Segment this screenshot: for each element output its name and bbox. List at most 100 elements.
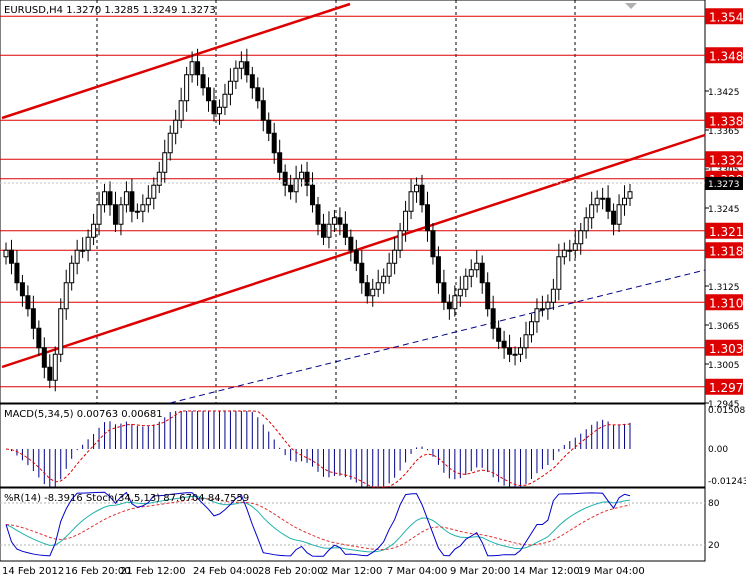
candle <box>518 337 524 363</box>
macd-histogram <box>10 411 631 487</box>
candle <box>550 278 556 311</box>
price-tick-label: 1.2945 <box>708 400 740 410</box>
candle <box>392 237 398 275</box>
candle <box>364 274 370 304</box>
candle <box>468 259 474 288</box>
candle <box>397 222 403 259</box>
candle <box>556 243 562 301</box>
candle <box>507 334 513 363</box>
candle <box>41 337 47 379</box>
current-price-label: 1.3273 <box>708 180 740 190</box>
candle <box>216 99 222 125</box>
oscillator-axis: 80 20 <box>708 499 720 551</box>
candle <box>96 191 102 236</box>
level-tag <box>705 378 743 395</box>
candle <box>195 48 201 86</box>
candle <box>200 66 206 96</box>
candle <box>375 269 381 298</box>
candle <box>189 51 195 83</box>
candle <box>102 183 108 213</box>
candle <box>310 172 316 213</box>
candle <box>167 125 173 161</box>
candle <box>320 213 326 246</box>
candle <box>496 320 502 350</box>
lower-channel-line <box>1 133 706 369</box>
williams-r-line <box>5 491 631 557</box>
candle <box>178 87 184 129</box>
candle <box>408 178 414 220</box>
candle <box>63 269 69 320</box>
level-tag <box>705 242 743 259</box>
candle <box>156 161 162 194</box>
candle <box>8 239 14 275</box>
collapse-arrow-icon[interactable] <box>625 3 637 9</box>
time-tick-label: 2 Mar 12:00 <box>322 566 382 577</box>
candle <box>162 139 168 184</box>
time-tick-label: 14 Feb 2012 <box>2 566 64 577</box>
time-tick-label: 19 Mar 04:00 <box>578 566 645 577</box>
stoch-signal-line <box>5 498 631 551</box>
level-tag <box>705 339 743 356</box>
candle <box>3 242 9 265</box>
candle <box>452 285 458 317</box>
macd-panel <box>0 403 706 488</box>
candle <box>107 181 113 216</box>
time-tick-label: 24 Feb 04:00 <box>193 566 259 577</box>
candle <box>370 278 376 307</box>
candle <box>184 66 190 112</box>
candle <box>36 320 42 356</box>
candle <box>331 209 337 233</box>
candle <box>255 77 261 109</box>
osc-tick-label: 80 <box>708 499 720 509</box>
candle <box>238 51 244 80</box>
candle <box>567 239 573 262</box>
candle <box>315 196 321 236</box>
candle <box>47 354 53 389</box>
candle <box>446 294 452 320</box>
candle <box>129 178 135 223</box>
price-panel <box>0 0 706 404</box>
macd-axis: 0.01508 0.00 -0.01243 <box>708 406 746 487</box>
level-label: 1.297 <box>709 381 743 395</box>
candle <box>14 250 20 291</box>
candle <box>58 298 64 363</box>
price-tick-label: 1.3125 <box>708 283 740 293</box>
time-tick-label: 14 Mar 12:00 <box>513 566 580 577</box>
candle <box>419 174 425 213</box>
candle <box>616 194 622 233</box>
candle <box>589 191 595 229</box>
candle <box>145 185 151 213</box>
level-tag <box>705 112 743 129</box>
candle <box>260 87 266 132</box>
time-tick-label: 16 Feb 20:00 <box>65 566 131 577</box>
time-tick-label: 9 Mar 20:00 <box>450 566 510 577</box>
candle <box>403 200 409 242</box>
candle <box>118 196 124 236</box>
ohlc-header: EURUSD,H4 1.3270 1.3285 1.3249 1.3273 <box>4 5 216 16</box>
level-label: 1.321 <box>709 225 743 239</box>
candle <box>69 255 75 291</box>
candle <box>271 122 277 164</box>
candle <box>173 109 179 145</box>
candle <box>80 237 86 259</box>
candle <box>52 346 58 392</box>
candle <box>605 185 611 220</box>
level-label: 1.310 <box>709 296 743 310</box>
candle <box>353 239 359 272</box>
candle <box>386 252 392 285</box>
candle <box>485 272 491 317</box>
candle <box>523 321 529 359</box>
price-tick-label: 1.3365 <box>708 127 740 137</box>
macd-label: MACD(5,34,5) 0.00763 0.00681 <box>4 409 163 420</box>
level-tag <box>705 222 743 239</box>
candle <box>381 268 387 294</box>
candle <box>244 48 250 83</box>
price-tick-label: 1.3425 <box>708 88 740 98</box>
candle <box>233 60 239 90</box>
candle <box>282 164 288 197</box>
candle <box>611 203 617 236</box>
trendlines <box>1 2 706 404</box>
level-label: 1.338 <box>709 114 743 128</box>
level-tag <box>705 151 743 168</box>
level-label: 1.303 <box>709 342 743 356</box>
